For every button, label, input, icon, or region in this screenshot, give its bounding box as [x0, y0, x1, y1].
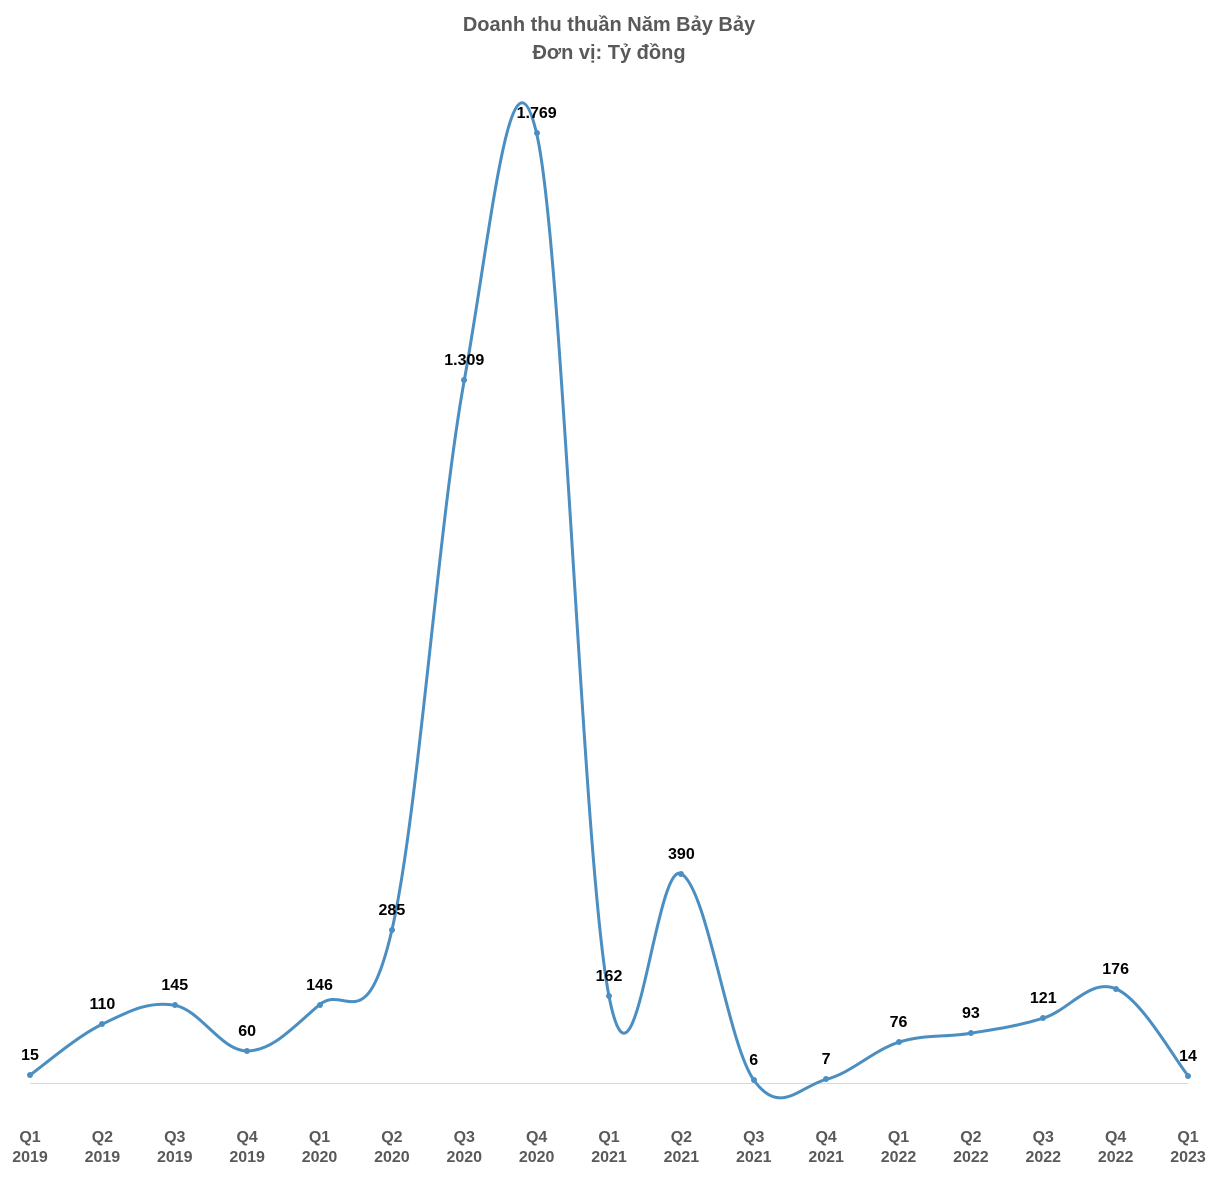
data-label: 1.309	[444, 352, 484, 370]
x-tick-label: Q1 2022	[881, 1128, 917, 1168]
data-label: 76	[890, 1014, 908, 1032]
data-label: 145	[161, 977, 188, 995]
data-marker	[751, 1077, 757, 1083]
x-tick-label: Q2 2022	[953, 1128, 989, 1168]
data-label: 162	[596, 968, 623, 986]
x-tick-label: Q4 2020	[519, 1128, 555, 1168]
data-marker	[823, 1076, 829, 1082]
x-tick-label: Q4 2022	[1098, 1128, 1134, 1168]
data-label: 285	[379, 902, 406, 920]
x-tick-label: Q1 2019	[12, 1128, 48, 1168]
data-label: 6	[749, 1052, 758, 1070]
x-tick-label: Q3 2021	[736, 1128, 772, 1168]
data-label: 14	[1179, 1048, 1197, 1066]
x-tick-label: Q3 2020	[446, 1128, 482, 1168]
revenue-chart: Doanh thu thuần Năm Bảy Bảy Đơn vị: Tỷ đ…	[0, 0, 1218, 1199]
data-marker	[99, 1021, 105, 1027]
data-label: 146	[306, 977, 333, 995]
data-marker	[461, 377, 467, 383]
chart-title-line1: Doanh thu thuần Năm Bảy Bảy	[0, 14, 1218, 37]
data-marker	[606, 993, 612, 999]
data-marker	[27, 1072, 33, 1078]
data-label: 93	[962, 1005, 980, 1023]
data-label: 1.769	[517, 105, 557, 123]
x-tick-label: Q1 2020	[302, 1128, 338, 1168]
data-marker	[678, 871, 684, 877]
x-tick-label: Q2 2021	[664, 1128, 700, 1168]
data-marker	[968, 1030, 974, 1036]
chart-title-line2: Đơn vị: Tỷ đồng	[0, 42, 1218, 65]
data-marker	[1185, 1073, 1191, 1079]
data-marker	[244, 1048, 250, 1054]
data-marker	[1040, 1015, 1046, 1021]
data-label: 121	[1030, 990, 1057, 1008]
x-tick-label: Q2 2019	[85, 1128, 121, 1168]
data-marker	[317, 1002, 323, 1008]
data-label: 390	[668, 846, 695, 864]
x-tick-label: Q1 2023	[1170, 1128, 1206, 1168]
data-label: 7	[822, 1051, 831, 1069]
data-marker	[534, 130, 540, 136]
data-marker	[389, 927, 395, 933]
line-series	[30, 90, 1188, 1110]
data-label: 60	[238, 1023, 256, 1041]
data-marker	[172, 1002, 178, 1008]
data-marker	[896, 1039, 902, 1045]
data-label: 110	[89, 996, 115, 1014]
x-tick-label: Q2 2020	[374, 1128, 410, 1168]
x-tick-label: Q1 2021	[591, 1128, 627, 1168]
data-label: 15	[21, 1047, 39, 1065]
data-marker	[1113, 986, 1119, 992]
x-tick-label: Q3 2019	[157, 1128, 193, 1168]
plot-area: 15Q1 2019110Q2 2019145Q3 201960Q4 201914…	[30, 90, 1188, 1110]
x-tick-label: Q4 2021	[808, 1128, 844, 1168]
data-label: 176	[1102, 961, 1129, 979]
series-path	[30, 103, 1188, 1098]
x-tick-label: Q4 2019	[229, 1128, 265, 1168]
x-tick-label: Q3 2022	[1025, 1128, 1061, 1168]
